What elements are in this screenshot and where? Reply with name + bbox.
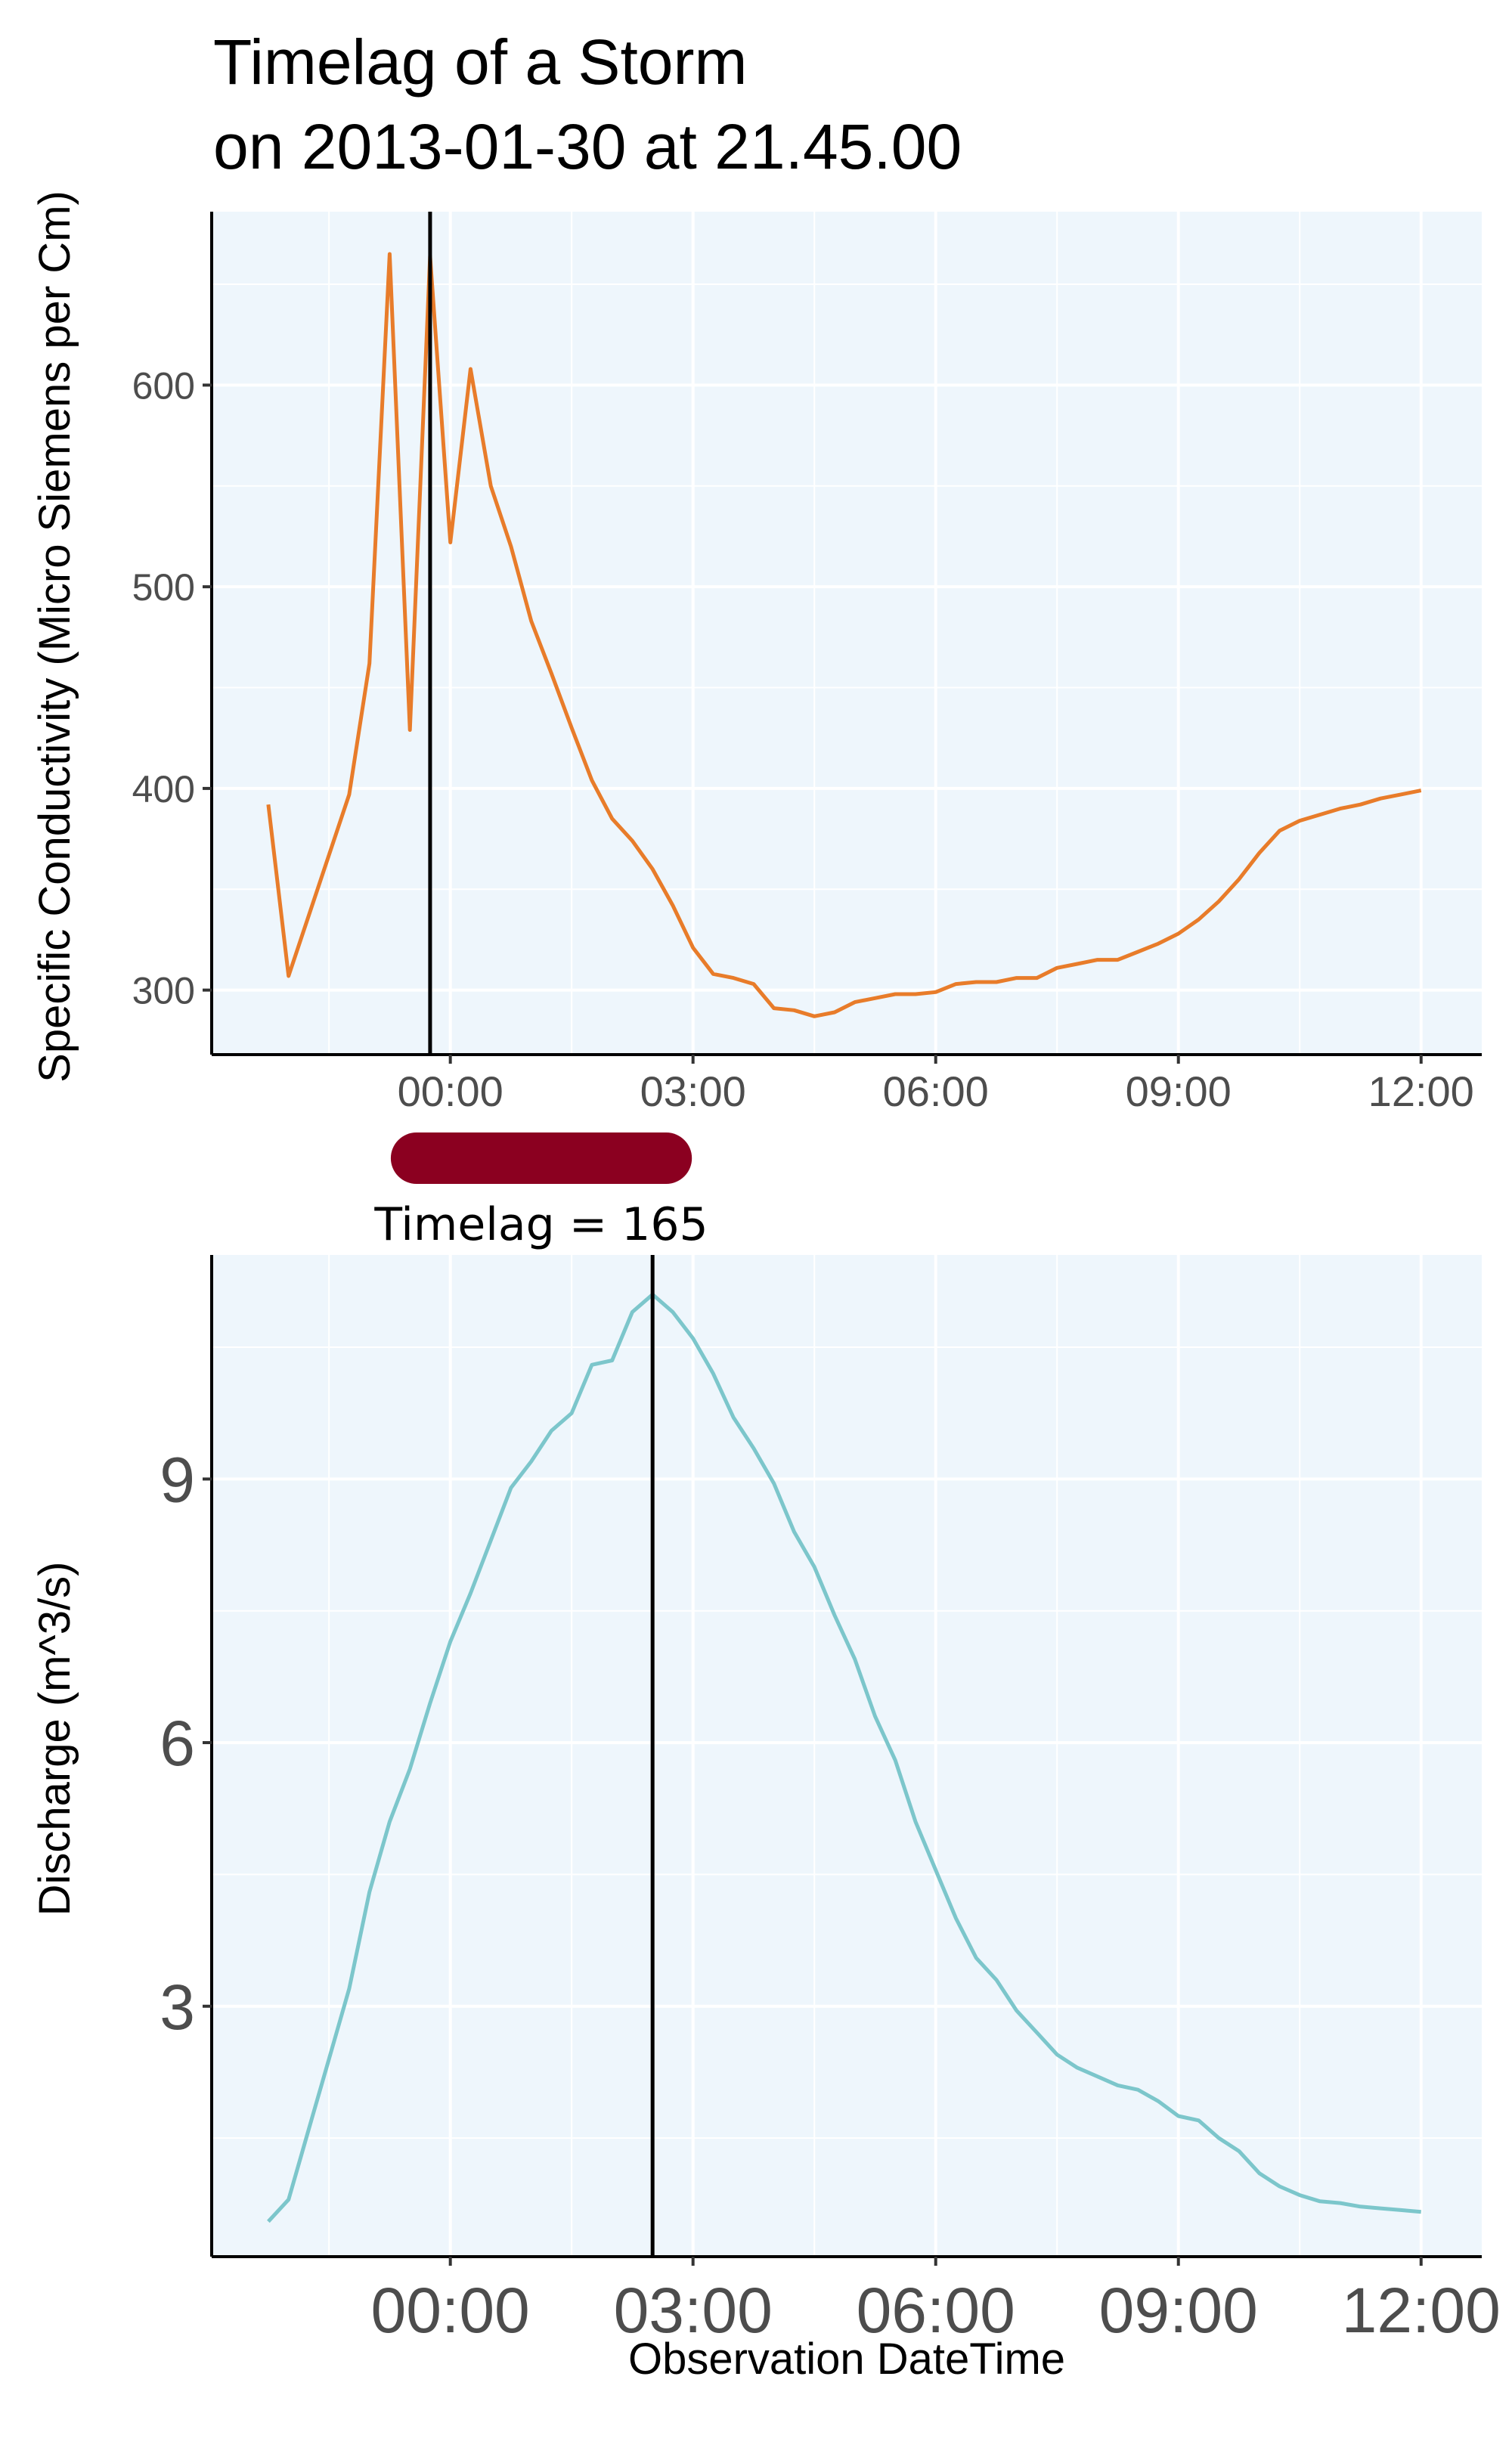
conductivity-x-tick-label: 06:00 [883, 1067, 989, 1115]
discharge-series-line [267, 1292, 1421, 2223]
conductivity-y-tick-label: 600 [132, 364, 195, 407]
conductivity-series-line [266, 252, 1422, 1018]
discharge-y-tick-label: 6 [160, 1708, 195, 1779]
conductivity-x-tick-label: 03:00 [640, 1067, 746, 1115]
conductivity-x-tick-label: 00:00 [398, 1067, 503, 1115]
discharge-x-tick-label: 12:00 [1342, 2275, 1501, 2346]
discharge-x-ticks: 00:00 03:00 06:00 09:00 12:00 [371, 2257, 1501, 2346]
discharge-panel-background [212, 1255, 1482, 2257]
timelag-label: Timelag = 165 [373, 1198, 708, 1251]
discharge-axes [210, 1255, 1482, 2258]
chart-title-line-2: on 2013-01-30 at 21.45.00 [213, 111, 962, 182]
conductivity-panel-background [212, 212, 1482, 1055]
discharge-grid [212, 1255, 1482, 2257]
chart-title-line-1: Timelag of a Storm [213, 26, 747, 98]
discharge-y-axis-label: Discharge (m^3/s) [30, 1562, 79, 1916]
conductivity-y-tick-label: 300 [132, 970, 195, 1012]
discharge-y-ticks: 3 6 9 [160, 1444, 212, 2043]
conductivity-y-axis-label: Specific Conductivity (Micro Siemens per… [30, 191, 79, 1083]
discharge-y-tick-label: 9 [160, 1444, 195, 1515]
discharge-y-tick-label: 3 [160, 1972, 195, 2043]
conductivity-x-ticks: 00:00 03:00 06:00 09:00 12:00 [398, 1055, 1474, 1115]
discharge-x-tick-label: 09:00 [1099, 2275, 1258, 2346]
x-axis-label: Observation DateTime [628, 2335, 1065, 2384]
conductivity-y-ticks: 300 400 500 600 [132, 364, 212, 1012]
discharge-x-tick-label: 06:00 [857, 2275, 1015, 2346]
discharge-x-tick-label: 03:00 [614, 2275, 773, 2346]
conductivity-x-tick-label: 12:00 [1368, 1067, 1474, 1115]
discharge-x-tick-label: 00:00 [371, 2275, 530, 2346]
conductivity-panel: 300 400 500 600 00:00 03:00 06:00 09:00 12:00 [132, 212, 1482, 1115]
conductivity-y-tick-label: 500 [132, 566, 195, 609]
conductivity-axes [210, 212, 1482, 1056]
conductivity-x-tick-label: 09:00 [1126, 1067, 1232, 1115]
conductivity-y-tick-label: 400 [132, 768, 195, 810]
conductivity-grid [212, 212, 1482, 1055]
discharge-panel: 3 6 9 00:00 03:00 06:00 09:00 12:00 [160, 1255, 1501, 2346]
